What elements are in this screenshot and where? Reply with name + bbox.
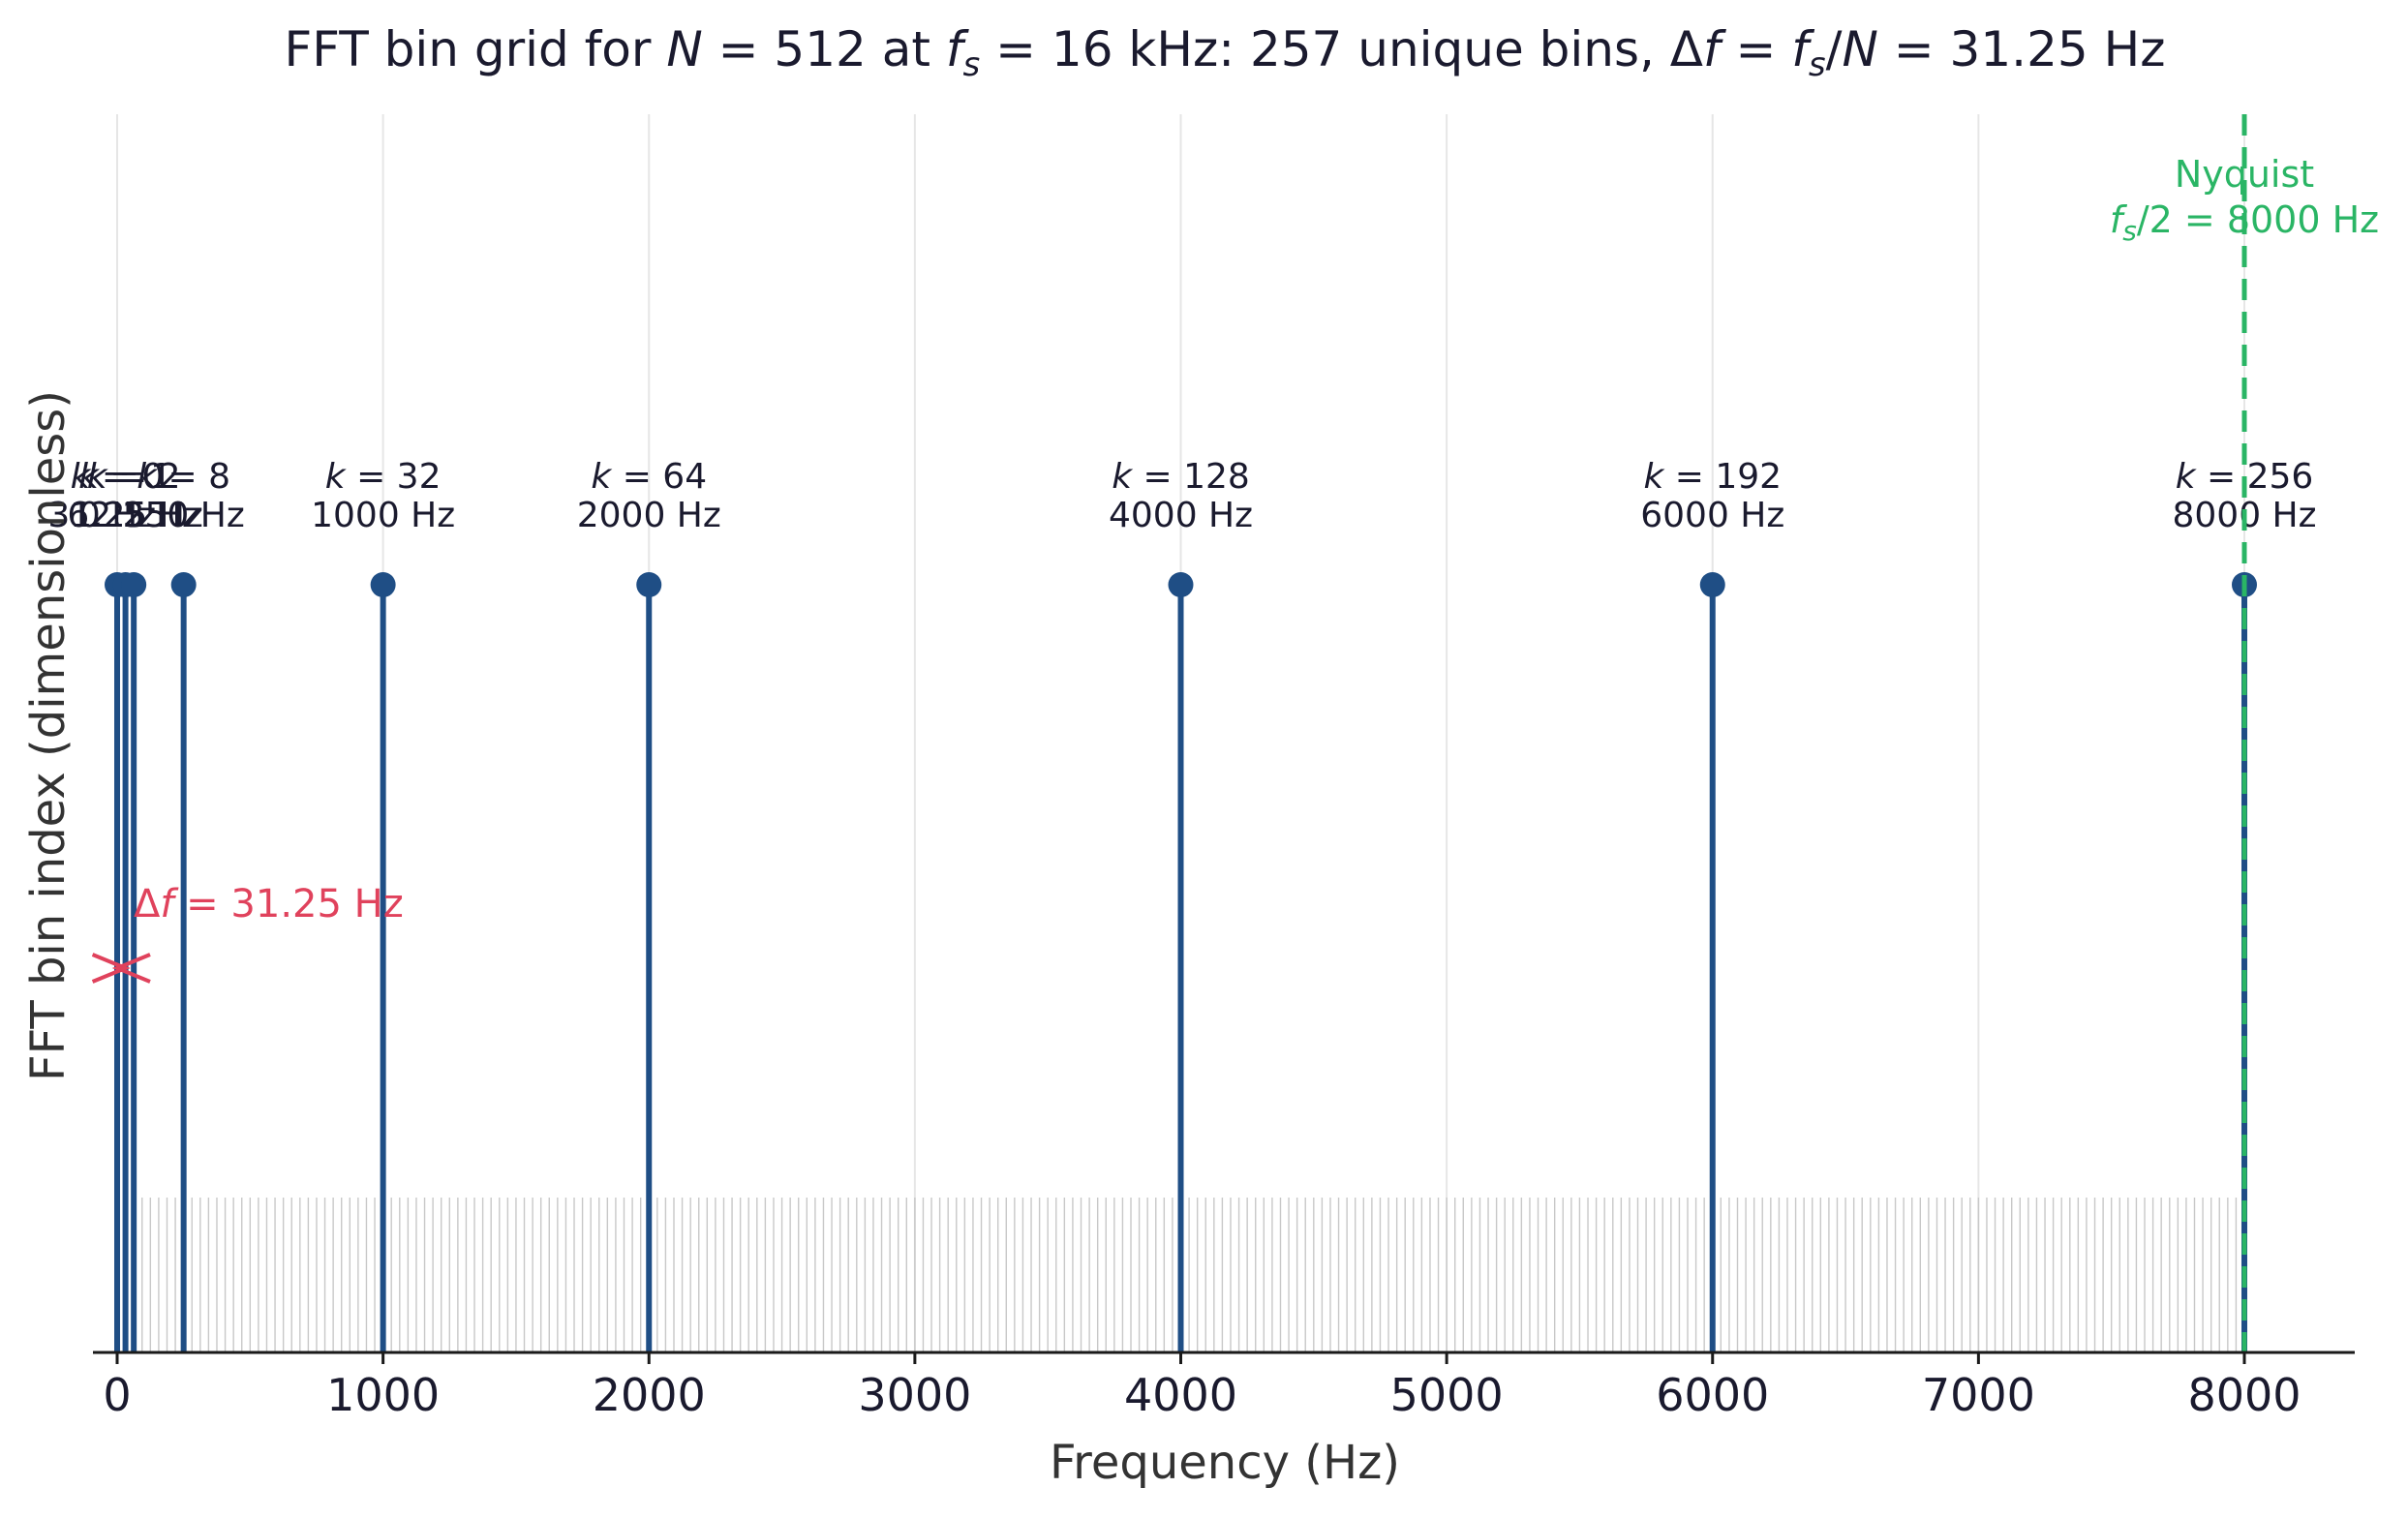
bin-label-k8: k = 8 (137, 457, 230, 497)
stem-marker-k32 (370, 572, 396, 597)
bin-label-k0: k = 0 (71, 457, 165, 497)
bin-freq-label-k32: 1000 Hz (311, 496, 455, 535)
x-axis: 0 1000 2000 3000 4000 5000 6000 7000 8000 (93, 1351, 2355, 1421)
all-bins-ticks (141, 1198, 2245, 1352)
nyquist-formula-label: fs/2 = 8000 Hz (2110, 198, 2379, 247)
bin-label-k256: k = 256 (2176, 457, 2314, 497)
bin-label-k192: k = 192 (1643, 457, 1782, 497)
stem-marker-k8 (170, 572, 197, 597)
x-tick-label-8000: 8000 (2187, 1369, 2301, 1421)
x-tick-label-2000: 2000 (593, 1369, 706, 1421)
delta-arrow-head-left (111, 953, 151, 984)
chart-title: FFT bin grid for N = 512 at fs = 16 kHz:… (285, 21, 2166, 84)
x-tick-label-7000: 7000 (1922, 1369, 2035, 1421)
stem-marker-k2 (121, 572, 147, 597)
bin-label-k64: k = 64 (591, 457, 707, 497)
annotations: k = 00 Hzk = 131.25 Hzk = 262.5 Hzk = 82… (47, 114, 2379, 1352)
bin-label-k32: k = 32 (325, 457, 442, 497)
x-tick-label-4000: 4000 (1124, 1369, 1237, 1421)
bin-label-k1: k = 1 (78, 457, 172, 497)
y-axis-title: FFT bin index (dimensionless) (21, 390, 76, 1081)
delta-arrow-head-right (91, 953, 131, 984)
bin-label-k128: k = 128 (1112, 457, 1250, 497)
bin-freq-label-k1: 31.25 Hz (47, 496, 202, 535)
x-tick-label-5000: 5000 (1390, 1369, 1504, 1421)
x-tick-label-0: 0 (103, 1369, 131, 1421)
x-tick-label-1000: 1000 (326, 1369, 440, 1421)
bin-freq-label-k192: 6000 Hz (1640, 496, 1784, 535)
x-tick-label-6000: 6000 (1656, 1369, 1769, 1421)
stem-marker-k128 (1168, 572, 1194, 597)
x-tick-label-3000: 3000 (858, 1369, 971, 1421)
bin-freq-label-k2: 62.5 Hz (67, 496, 200, 535)
stem-marker-k64 (636, 572, 662, 597)
bin-freq-label-k8: 250 Hz (123, 496, 245, 535)
nyquist-label: Nyquist (2175, 153, 2314, 196)
bin-freq-label-k0: 0 Hz (78, 496, 156, 535)
delta-f-label: Δf = 31.25 Hz (134, 882, 404, 926)
highlighted-stems (105, 572, 2257, 1352)
bin-label-k2: k = 2 (87, 457, 181, 497)
x-axis-title: Frequency (Hz) (1050, 1436, 1400, 1490)
bin-freq-label-k128: 4000 Hz (1109, 496, 1253, 535)
stem-marker-k192 (1699, 572, 1725, 597)
bin-freq-label-k64: 2000 Hz (577, 496, 721, 535)
